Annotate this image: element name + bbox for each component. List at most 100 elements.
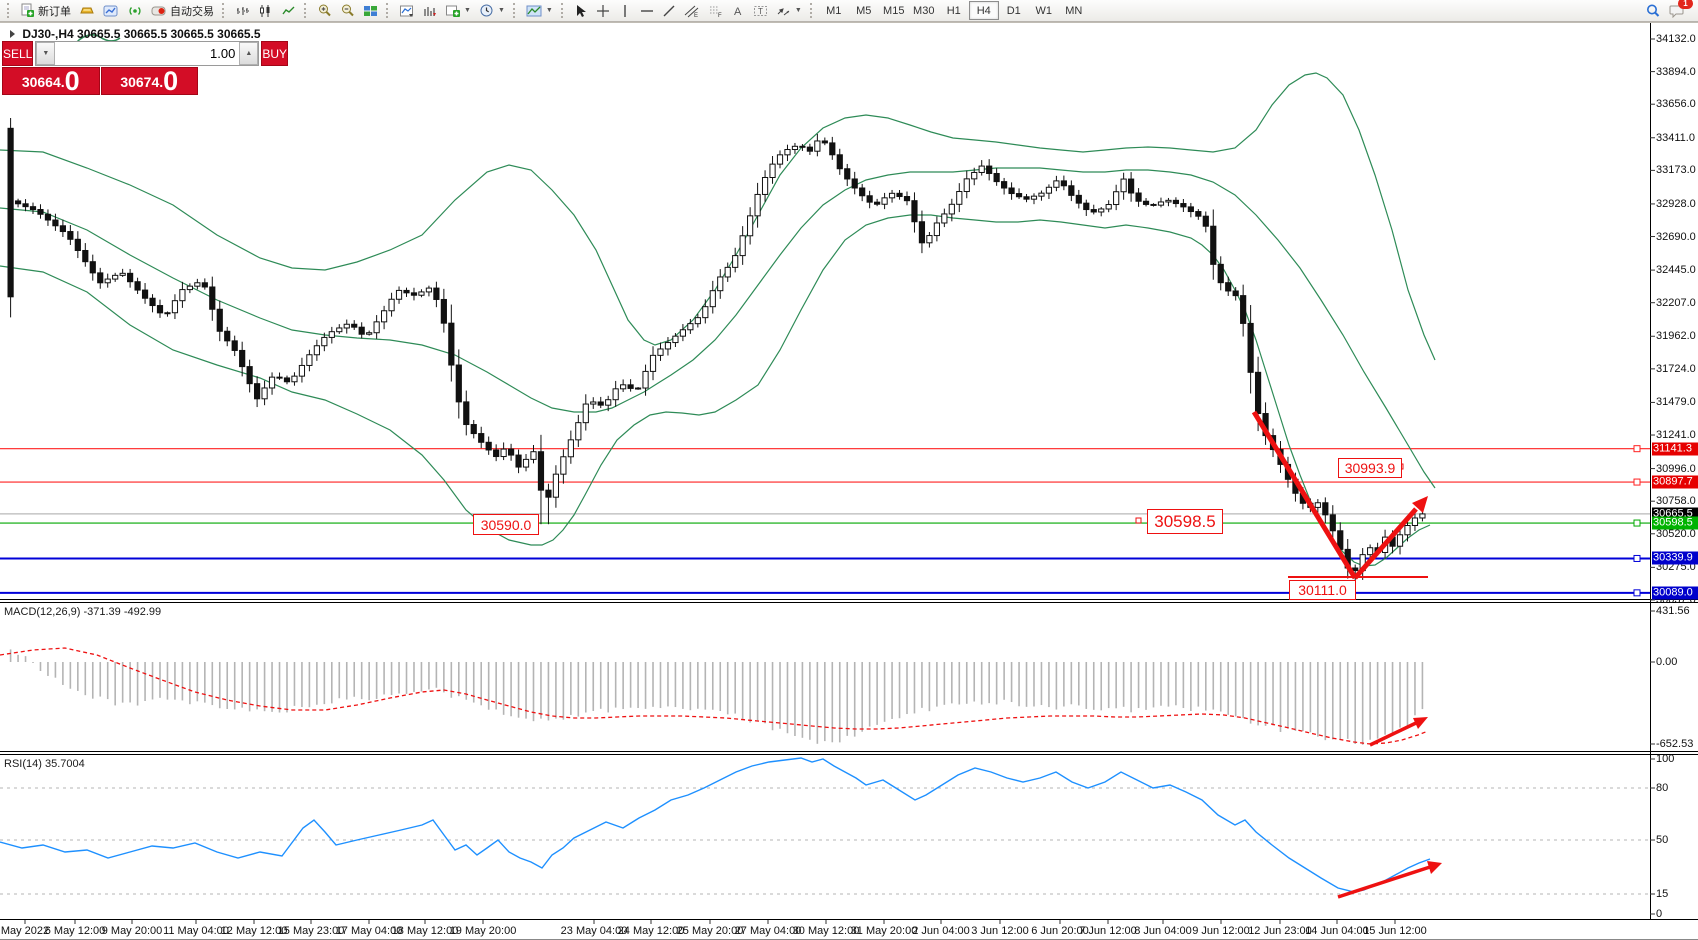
text-tool-button[interactable]: A: [728, 0, 749, 21]
toolbar-grip[interactable]: [386, 3, 391, 18]
line-handle[interactable]: [1633, 519, 1641, 527]
new-order-button[interactable]: 新订单: [16, 0, 75, 21]
annotation-line[interactable]: [1337, 865, 1431, 899]
signal-button[interactable]: [123, 0, 147, 21]
dropdown-caret-icon: ▼: [464, 7, 471, 14]
horizontal-line-tool-button[interactable]: [636, 0, 658, 21]
price-annotation-label[interactable]: 30598.5: [1147, 509, 1223, 534]
trendline-tool-button[interactable]: [658, 0, 680, 21]
timeframe-button-m5[interactable]: M5: [856, 4, 872, 17]
volume-up-button[interactable]: ▲: [239, 42, 259, 65]
tile-windows-button[interactable]: [359, 0, 382, 21]
price-annotation-label[interactable]: 30590.0: [473, 514, 539, 535]
zoom-out-button[interactable]: [336, 0, 359, 21]
toolbar-grip[interactable]: [304, 3, 309, 18]
annotation-arrowhead-icon[interactable]: [1412, 496, 1428, 513]
volume-input[interactable]: [55, 42, 240, 65]
macd-tick-label: -652.53: [1656, 738, 1694, 750]
bar-chart-mode-button[interactable]: [231, 0, 254, 21]
buy-button[interactable]: BUY: [261, 41, 289, 66]
volume-down-button[interactable]: ▼: [36, 42, 56, 65]
vertical-line-tool-button[interactable]: [614, 0, 636, 21]
bollinger-upper-band[interactable]: [0, 72, 1436, 361]
line-chart-mode-button[interactable]: [277, 0, 300, 21]
price-tag: 30897.7: [1652, 475, 1698, 489]
rsi-pane[interactable]: [0, 757, 1650, 895]
indicator-list-button[interactable]: [418, 0, 441, 21]
line-chart-icon: [281, 4, 296, 18]
annotation-line[interactable]: [1353, 507, 1418, 580]
annotation-anchor-square[interactable]: [1135, 517, 1142, 524]
toolbar-grip[interactable]: [7, 3, 12, 18]
sell-button[interactable]: SELL: [2, 41, 34, 66]
search-icon: [1645, 3, 1661, 19]
macd-main-value: -371.39: [83, 606, 121, 618]
new-chart-button[interactable]: ▼: [441, 0, 475, 21]
arrows-tool-button[interactable]: ▼: [772, 0, 806, 21]
timeframe-button-d1[interactable]: D1: [1006, 4, 1021, 17]
timeframe-button-h4[interactable]: H4: [968, 1, 999, 20]
sell-price-display[interactable]: 30664. 0: [2, 67, 100, 95]
annotation-arrowhead-icon[interactable]: [1427, 861, 1442, 874]
autotrading-button[interactable]: 自动交易: [147, 0, 218, 21]
rsi-tick-label: 80: [1656, 782, 1669, 794]
arrow-objects-icon: [776, 4, 791, 18]
notifications-button[interactable]: 1: [1665, 0, 1693, 21]
annotation-arrowhead-icon[interactable]: [1413, 717, 1428, 729]
time-axis-label: 3 Jun 12:00: [971, 925, 1029, 937]
gold-button[interactable]: [75, 0, 99, 21]
annotation-line[interactable]: [1251, 410, 1358, 580]
candlesticks[interactable]: [7, 118, 1426, 590]
line-handle[interactable]: [1633, 554, 1641, 562]
toolbar-grip[interactable]: [809, 3, 815, 18]
timeframe-button-m15[interactable]: M15: [883, 4, 905, 17]
bollinger-middle-band[interactable]: [0, 167, 1436, 489]
text-label-tool-button[interactable]: T: [749, 0, 772, 21]
price-annotation-label[interactable]: 30111.0: [1289, 580, 1356, 600]
notification-badge: 1: [1678, 0, 1693, 9]
data-window-button[interactable]: [395, 0, 418, 21]
cursor-tool-button[interactable]: [570, 0, 592, 21]
timeframe-button-h1[interactable]: H1: [946, 4, 961, 17]
candlestick-mode-button[interactable]: [254, 0, 277, 21]
bollinger-lower-band[interactable]: [0, 214, 1431, 567]
time-axis-label: 19 May 20:00: [449, 925, 517, 937]
time-axis-label: 11 May 04:00: [163, 925, 229, 937]
period-clock-button[interactable]: ▼: [475, 0, 509, 21]
search-button[interactable]: [1641, 0, 1665, 21]
dropdown-caret-icon: ▼: [545, 7, 553, 14]
red-annotations[interactable]: [1135, 410, 1442, 899]
toolbar-grip[interactable]: [560, 3, 566, 18]
toolbar-grip[interactable]: [512, 3, 518, 18]
rsi-line[interactable]: [0, 757, 1431, 893]
timeframe-button-w1[interactable]: W1: [1035, 4, 1053, 17]
buy-price-display[interactable]: 30674. 0: [100, 67, 198, 95]
main-price-pane[interactable]: [0, 72, 1650, 594]
line-handle[interactable]: [1633, 589, 1641, 597]
timeframe-button-mn[interactable]: MN: [1065, 4, 1083, 17]
line-handle[interactable]: [1633, 445, 1641, 453]
channel-tool-button[interactable]: E: [680, 0, 704, 21]
zoom-in-button[interactable]: [313, 0, 336, 21]
price-tick-label: 30520.0: [1656, 527, 1696, 540]
timeframe-button-m30[interactable]: M30: [913, 4, 935, 17]
macd-pane[interactable]: [0, 647, 1429, 745]
toolbar-grip[interactable]: [222, 3, 227, 18]
zoom-out-icon: [340, 3, 355, 18]
crosshair-tool-button[interactable]: [592, 0, 614, 21]
macd-indicator-label: MACD(12,26,9) -371.39 -492.99: [4, 606, 161, 618]
crosshair-icon: [596, 4, 610, 18]
svg-text:T: T: [758, 7, 763, 16]
line-handle[interactable]: [1633, 478, 1641, 486]
profile-button[interactable]: [99, 0, 123, 21]
green-squiggle-annotation[interactable]: [73, 34, 121, 47]
autotrading-label: 自动交易: [170, 5, 214, 18]
timeframe-button-m1[interactable]: M1: [826, 4, 842, 17]
price-annotation-label[interactable]: 30993.9: [1338, 458, 1402, 478]
template-button[interactable]: ▼: [522, 0, 557, 21]
svg-text:F: F: [718, 13, 722, 18]
annotation-line[interactable]: [1369, 721, 1417, 747]
fibonacci-tool-button[interactable]: F: [704, 0, 728, 21]
macd-name: MACD(12,26,9): [4, 606, 81, 618]
